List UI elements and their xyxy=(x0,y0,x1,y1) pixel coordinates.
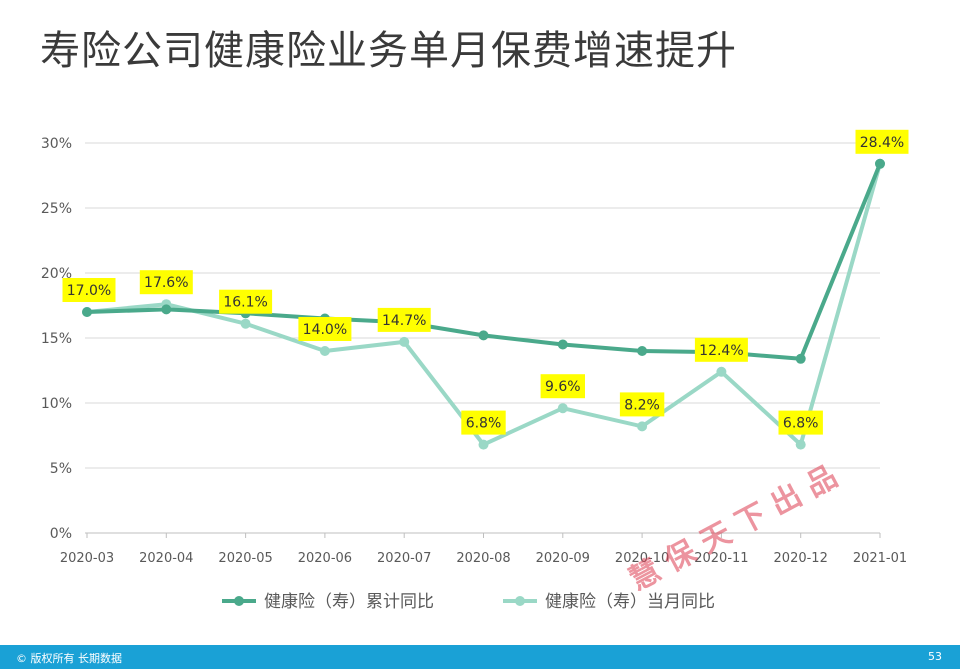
data-label: 28.4% xyxy=(860,135,904,151)
data-point-1 xyxy=(240,318,251,329)
data-point-1 xyxy=(637,421,648,432)
x-tick-label: 2020-10 xyxy=(615,551,669,566)
data-label: 17.6% xyxy=(144,275,188,291)
data-label: 9.6% xyxy=(545,379,581,395)
data-label-box xyxy=(694,337,748,362)
data-label: 12.4% xyxy=(699,343,743,359)
data-point-1 xyxy=(795,439,806,450)
data-point-0 xyxy=(478,330,489,341)
series-line-1 xyxy=(85,161,882,447)
data-label-box xyxy=(540,374,585,399)
x-tick-label: 2020-06 xyxy=(298,551,352,566)
data-label: 17.0% xyxy=(67,283,111,299)
data-point-0 xyxy=(82,307,92,317)
footer-bar: © 版权所有 长期数据 53 xyxy=(0,645,960,669)
data-label: 14.0% xyxy=(303,322,347,338)
x-tick-label: 2020-03 xyxy=(60,551,114,566)
data-label: 6.8% xyxy=(466,416,502,432)
x-tick-label: 2020-11 xyxy=(694,551,748,566)
data-point-0 xyxy=(875,158,885,169)
data-label-box xyxy=(219,289,273,314)
data-label: 8.2% xyxy=(624,397,660,413)
data-label-box xyxy=(377,307,431,332)
line-chart: 0%5%10%15%20%25%30%2020-03 2020-04 2020-05… xyxy=(41,129,909,612)
y-tick-label: 15% xyxy=(41,331,72,347)
data-label-box xyxy=(298,317,352,341)
legend-marker-1 xyxy=(515,596,525,606)
data-point-1 xyxy=(319,346,330,356)
y-tick-label: 5% xyxy=(50,461,72,477)
x-tick-label: 2020-05 xyxy=(218,551,272,566)
data-label-box xyxy=(855,129,909,154)
data-label-box xyxy=(461,410,506,435)
x-tick-label: 2020-12 xyxy=(774,551,828,566)
data-point-1 xyxy=(716,366,727,377)
x-tick-label: 2020-09 xyxy=(536,551,590,566)
y-tick-label: 0% xyxy=(50,526,72,542)
y-tick-label: 10% xyxy=(41,396,72,412)
series-line-0 xyxy=(85,161,882,361)
data-label-box xyxy=(62,278,116,302)
data-label: 6.8% xyxy=(783,416,819,432)
copyright-text: © 版权所有 长期数据 xyxy=(16,652,122,665)
data-label-box xyxy=(619,392,665,417)
legend-marker-0 xyxy=(234,596,244,606)
data-point-0 xyxy=(161,304,172,315)
page-number: 53 xyxy=(928,650,942,663)
data-point-0 xyxy=(637,346,648,356)
legend-label-0: 健康险（寿）累计同比 xyxy=(264,592,434,612)
y-tick-label: 25% xyxy=(41,201,72,217)
x-tick-label: 2021-01 xyxy=(853,551,907,566)
y-tick-label: 30% xyxy=(41,136,72,152)
data-label: 16.1% xyxy=(223,295,267,311)
data-point-1 xyxy=(557,403,568,414)
data-label: 14.7% xyxy=(382,313,426,329)
data-point-0 xyxy=(557,339,568,350)
x-tick-label: 2020-07 xyxy=(377,551,431,566)
data-point-1 xyxy=(399,336,410,347)
data-point-1 xyxy=(478,439,489,450)
data-label-box xyxy=(139,270,193,295)
legend-label-1: 健康险（寿）当月同比 xyxy=(545,592,715,612)
data-label-box xyxy=(778,410,823,435)
data-point-0 xyxy=(795,353,806,364)
x-tick-label: 2020-08 xyxy=(456,551,510,566)
x-tick-label: 2020-04 xyxy=(139,551,193,566)
page-title: 寿险公司健康险业务单月保费增速提升 xyxy=(40,28,737,74)
